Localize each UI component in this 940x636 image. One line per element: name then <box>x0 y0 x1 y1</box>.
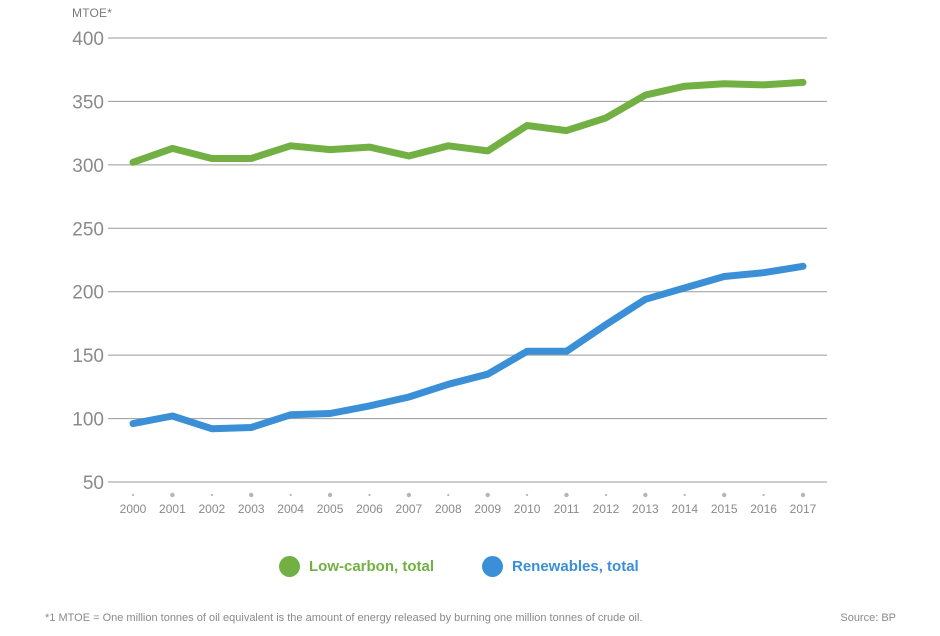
x-axis-dots <box>131 492 806 498</box>
x-tick-label: 2017 <box>790 502 817 516</box>
x-tick-dot <box>249 492 254 498</box>
x-tick-label: 2013 <box>632 502 659 516</box>
x-axis-ticks: 2000 2001 2002 2003 2004 2005 2006 2007 2008 2009… <box>120 502 817 516</box>
x-tick-label: 2006 <box>356 502 383 516</box>
x-tick-label: 2000 <box>120 502 147 516</box>
x-tick-dot <box>762 493 765 497</box>
x-tick-label: 2012 <box>593 502 620 516</box>
x-tick-dot <box>170 492 175 498</box>
x-tick-label: 2016 <box>750 502 777 516</box>
x-tick-label: 2005 <box>317 502 344 516</box>
x-tick-label: 2002 <box>198 502 225 516</box>
x-tick-dot <box>643 492 648 498</box>
x-tick-dot <box>683 493 686 497</box>
legend-swatch-renewables <box>482 556 503 577</box>
series-line-renewables <box>129 262 807 433</box>
x-tick-dot <box>289 493 292 497</box>
x-tick-dot <box>526 493 529 497</box>
x-tick-dot <box>447 493 450 497</box>
x-tick-label: 2003 <box>238 502 265 516</box>
footnote: *1 MTOE = One million tonnes of oil equi… <box>45 612 643 624</box>
x-tick-dot <box>721 492 727 498</box>
y-tick-label: 400 <box>72 29 104 50</box>
y-tick-label: 350 <box>72 92 104 113</box>
x-tick-label: 2015 <box>711 502 738 516</box>
x-tick-dot <box>368 493 371 497</box>
x-tick-dot <box>210 493 213 497</box>
y-axis-label: MTOE* <box>72 6 113 20</box>
x-tick-label: 2007 <box>396 502 423 516</box>
x-tick-label: 2004 <box>277 502 304 516</box>
y-tick-label: 100 <box>72 410 104 431</box>
legend-item-low-carbon: Low-carbon, total <box>279 556 434 577</box>
x-tick-dot <box>604 493 608 497</box>
x-tick-label: 2009 <box>474 502 501 516</box>
x-tick-label: 2008 <box>435 502 462 516</box>
series-line-low-carbon <box>129 78 807 166</box>
x-tick-dot <box>485 492 490 498</box>
x-tick-dot <box>564 492 569 498</box>
x-tick-dot <box>800 492 806 498</box>
x-tick-dot <box>131 493 135 497</box>
x-tick-dot <box>406 492 412 498</box>
source-credit: Source: BP <box>840 612 896 624</box>
y-tick-label: 250 <box>72 219 104 240</box>
legend: Low-carbon, total Renewables, total <box>0 556 940 580</box>
series-lines <box>129 78 807 433</box>
gridlines <box>108 37 827 483</box>
x-tick-label: 2011 <box>554 502 580 516</box>
y-tick-label: 200 <box>72 283 104 304</box>
y-axis-ticks: 50 100 150 200 250 300 350 400 <box>72 29 104 494</box>
x-tick-label: 2014 <box>671 502 698 516</box>
x-tick-dot <box>327 492 333 498</box>
y-tick-label: 300 <box>72 156 104 177</box>
legend-swatch-low-carbon <box>279 556 300 577</box>
legend-label-renewables: Renewables, total <box>512 558 639 575</box>
y-tick-label: 150 <box>72 346 104 367</box>
x-tick-label: 2010 <box>514 502 541 516</box>
x-tick-label: 2001 <box>159 502 186 516</box>
y-tick-label: 50 <box>83 473 104 494</box>
legend-item-renewables: Renewables, total <box>482 556 639 577</box>
legend-label-low-carbon: Low-carbon, total <box>309 558 434 575</box>
